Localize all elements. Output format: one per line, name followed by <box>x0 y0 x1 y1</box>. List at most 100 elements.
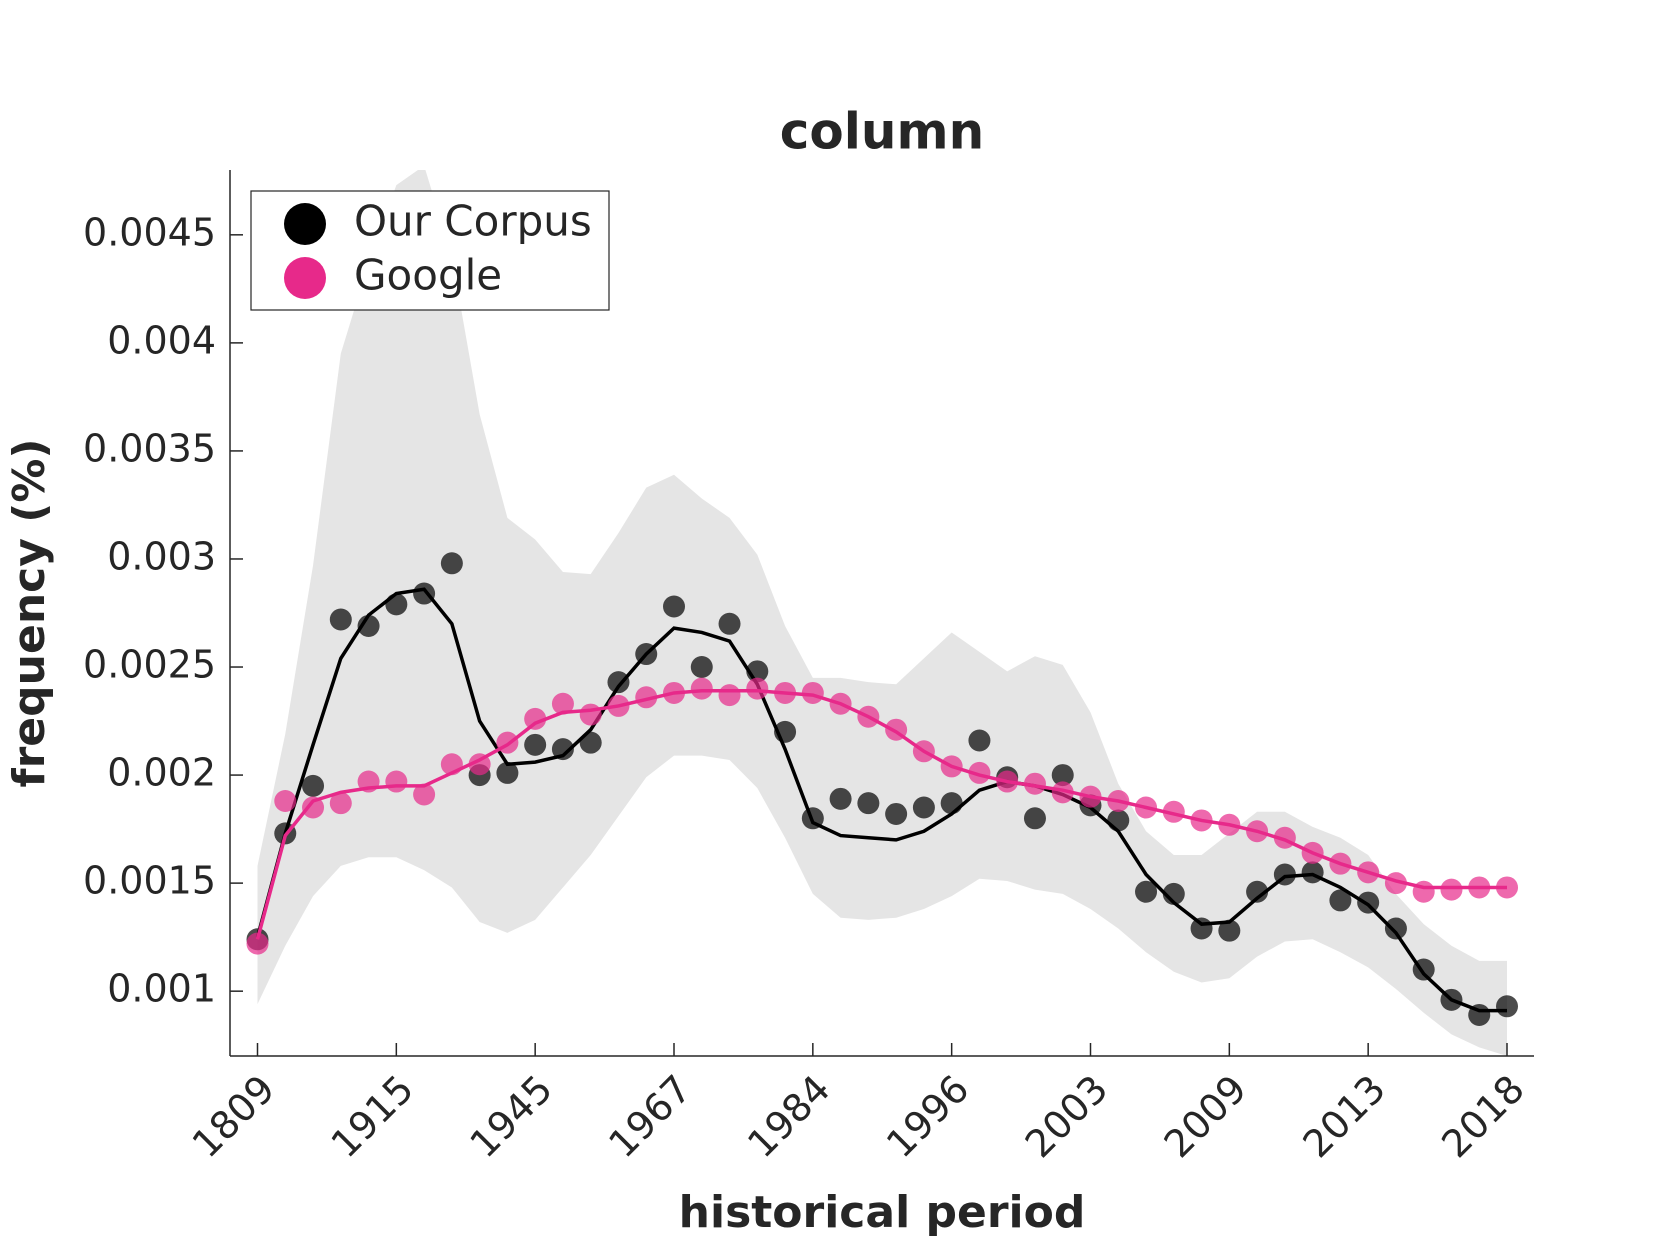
band-layer <box>257 170 1507 1056</box>
y-tick-label: 0.001 <box>107 967 216 1011</box>
data-point <box>1357 891 1380 914</box>
data-point <box>440 552 463 575</box>
x-tick-label: 1996 <box>878 1067 978 1167</box>
data-point <box>968 761 991 784</box>
data-point <box>246 932 269 955</box>
data-point <box>1190 809 1213 832</box>
data-point <box>746 677 769 700</box>
data-point <box>885 802 908 825</box>
data-point <box>1357 861 1380 884</box>
data-point <box>1218 813 1241 836</box>
x-tick-label: 1967 <box>600 1067 700 1167</box>
y-tick-label: 0.0025 <box>83 643 216 687</box>
data-point <box>1301 841 1324 864</box>
data-point <box>1190 917 1213 940</box>
data-point <box>468 753 491 776</box>
confidence-band <box>257 170 1507 1056</box>
data-point <box>885 718 908 741</box>
data-point <box>829 692 852 715</box>
y-tick-label: 0.0035 <box>83 426 216 470</box>
data-point <box>1496 995 1518 1018</box>
data-point <box>607 694 630 717</box>
data-point <box>857 705 880 728</box>
data-point <box>413 783 436 806</box>
data-point <box>718 612 741 635</box>
data-point <box>1329 889 1352 912</box>
data-point <box>801 807 824 830</box>
legend-label: Google <box>354 251 502 300</box>
data-point <box>1440 878 1463 901</box>
data-point <box>357 770 380 793</box>
data-point <box>1023 772 1046 795</box>
data-point <box>302 796 325 819</box>
data-point <box>1107 809 1130 832</box>
data-point <box>940 792 963 815</box>
data-point <box>1329 852 1352 875</box>
y-tick-label: 0.002 <box>107 751 216 795</box>
data-point <box>1246 820 1269 843</box>
x-tick-label: 2013 <box>1294 1067 1394 1167</box>
data-point <box>635 686 658 709</box>
x-axis-label: historical period <box>679 1187 1086 1238</box>
data-point <box>1384 872 1407 895</box>
data-point <box>1273 826 1296 849</box>
data-point <box>857 792 880 815</box>
data-point <box>329 608 352 631</box>
data-point <box>1107 790 1130 813</box>
data-point <box>496 761 519 784</box>
data-point <box>579 731 602 754</box>
x-tick-label: 2009 <box>1156 1067 1256 1167</box>
y-axis-label: frequency (%) <box>4 438 55 787</box>
data-point <box>1218 919 1241 942</box>
data-point <box>551 692 574 715</box>
x-tick-label: 1809 <box>184 1067 284 1167</box>
series-layer <box>246 552 1518 1026</box>
data-point <box>1023 807 1046 830</box>
x-tick-label: 1945 <box>461 1067 561 1167</box>
data-point <box>357 614 380 637</box>
data-point <box>1273 863 1296 886</box>
data-point <box>1135 796 1158 819</box>
data-point <box>1468 876 1491 899</box>
chart-title: column <box>780 103 984 161</box>
data-point <box>440 753 463 776</box>
data-point <box>996 770 1019 793</box>
data-point <box>1051 781 1074 804</box>
x-tick-label: 2018 <box>1433 1067 1533 1167</box>
data-point <box>579 703 602 726</box>
smoothed-line <box>255 587 1507 1013</box>
data-point <box>302 774 325 797</box>
x-tick-label: 1984 <box>739 1067 839 1167</box>
data-point <box>912 796 935 819</box>
y-tick-label: 0.003 <box>107 534 216 578</box>
data-point <box>1079 785 1102 808</box>
data-point <box>385 593 408 616</box>
smoothed-line <box>255 689 1507 940</box>
x-tick-label: 1915 <box>323 1067 423 1167</box>
data-point <box>663 595 685 618</box>
data-point <box>1301 861 1324 884</box>
data-point <box>968 729 991 752</box>
data-point <box>690 677 713 700</box>
legend-marker <box>284 203 326 245</box>
data-point <box>635 643 658 666</box>
data-point <box>524 707 547 730</box>
data-point <box>663 681 685 704</box>
data-point <box>1135 880 1158 903</box>
data-point <box>385 770 408 793</box>
data-point <box>718 684 741 707</box>
data-point <box>912 740 935 763</box>
data-point <box>329 792 352 815</box>
data-point <box>774 681 797 704</box>
data-point <box>413 582 436 605</box>
legend-marker <box>284 257 326 299</box>
data-point <box>524 733 547 756</box>
data-point <box>746 660 769 683</box>
legend-label: Our Corpus <box>354 197 592 246</box>
data-point <box>1412 880 1435 903</box>
data-point <box>1384 917 1407 940</box>
data-point <box>1468 1003 1491 1026</box>
data-point <box>690 656 713 679</box>
data-point <box>274 790 297 813</box>
